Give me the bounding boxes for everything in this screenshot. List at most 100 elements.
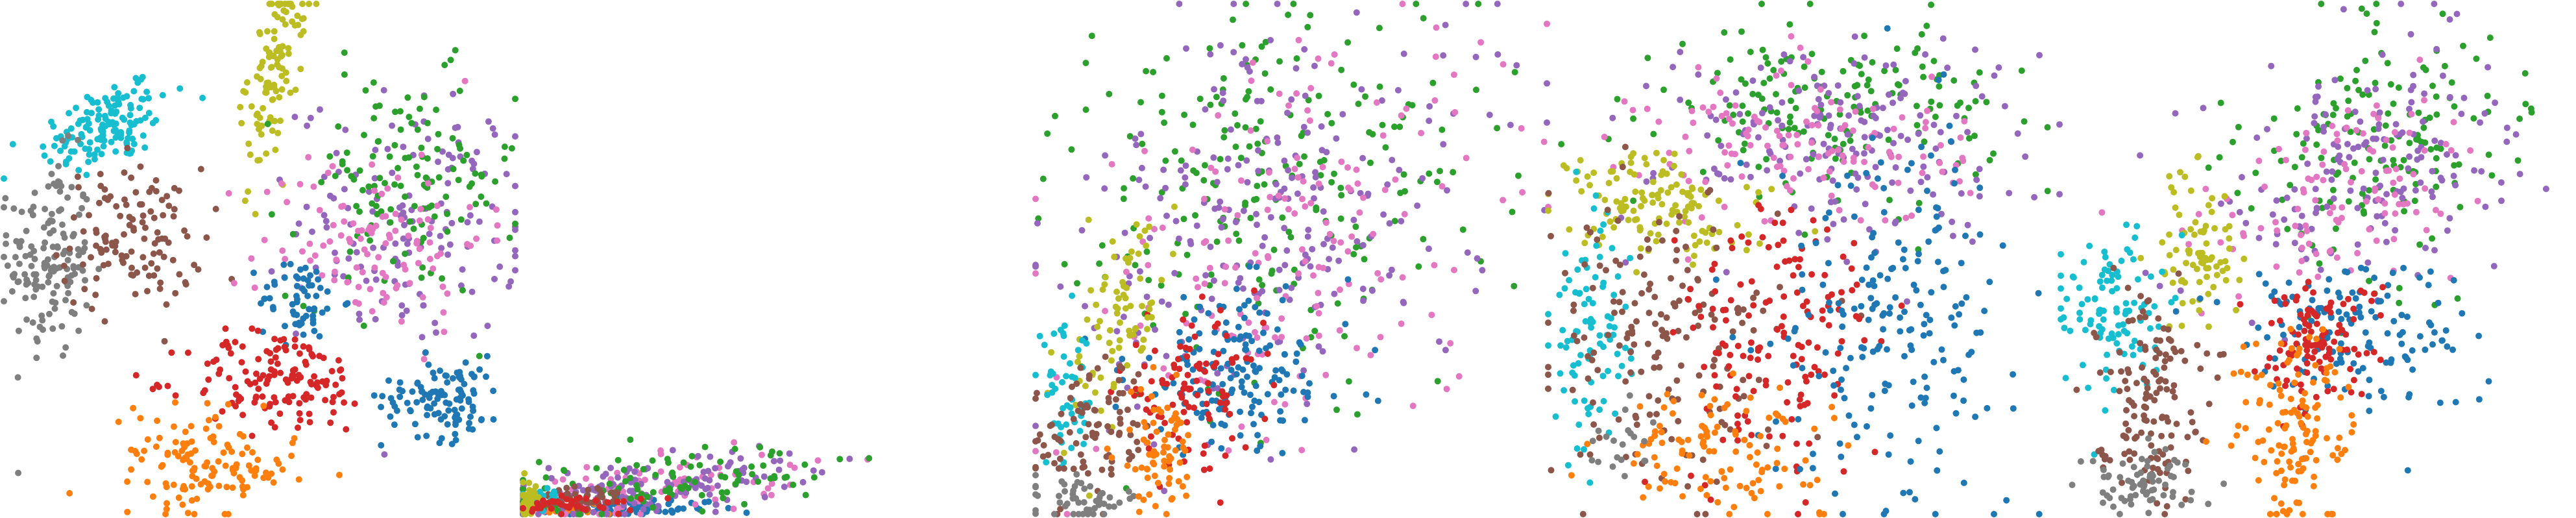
scatter-point (2185, 241, 2193, 248)
scatter-point (2036, 52, 2043, 58)
scatter-point (154, 229, 161, 236)
scatter-point (1811, 425, 1818, 432)
scatter-point (1781, 465, 1788, 473)
scatter-point (1977, 329, 1984, 336)
scatter-point (1150, 441, 1158, 448)
scatter-point (1621, 98, 1628, 105)
scatter-point (1222, 400, 1229, 407)
scatter-point (420, 302, 427, 309)
scatter-point (2035, 511, 2043, 517)
scatter-point (112, 134, 119, 141)
scatter-point (791, 464, 798, 471)
scatter-point (1946, 122, 1953, 129)
scatter-point (1261, 234, 1269, 241)
scatter-point (1631, 300, 1638, 307)
scatter-point (1139, 140, 1146, 147)
scatter-point (2329, 186, 2337, 193)
scatter-point (1217, 306, 1224, 314)
scatter-point (132, 291, 139, 298)
scatter-point (387, 234, 393, 241)
scatter-point (1776, 483, 1783, 490)
scatter-point (2320, 123, 2327, 130)
scatter-point (1829, 177, 1836, 184)
scatter-point (1986, 278, 1993, 286)
scatter-point (1690, 232, 1697, 240)
scatter-point (2516, 171, 2523, 178)
scatter-point (1808, 139, 1815, 146)
scatter-point (1219, 393, 1226, 400)
scatter-point (2006, 190, 2013, 197)
scatter-point (2264, 126, 2270, 132)
scatter-point (1650, 130, 1657, 138)
scatter-point (47, 217, 54, 225)
scatter-point (1420, 15, 1427, 22)
scatter-point (2276, 145, 2282, 153)
scatter-point (1616, 299, 1623, 306)
scatter-point (1433, 179, 1440, 186)
scatter-point (1707, 478, 1714, 485)
scatter-point (33, 335, 40, 342)
scatter-point (2528, 109, 2535, 116)
scatter-point (59, 137, 66, 144)
scatter-point (1281, 225, 1288, 232)
scatter-point (583, 495, 590, 502)
scatter-point (372, 203, 380, 210)
scatter-point (456, 88, 463, 94)
scatter-point (16, 243, 23, 251)
scatter-point (9, 272, 16, 279)
scatter-point (270, 479, 277, 486)
scatter-point (760, 473, 768, 480)
scatter-point (1253, 195, 1260, 203)
scatter-point (371, 187, 378, 194)
scatter-point (1840, 253, 1847, 260)
scatter-point (1800, 128, 1807, 135)
scatter-point (1785, 132, 1792, 139)
scatter-point (1886, 149, 1893, 156)
scatter-point (1267, 214, 1274, 221)
scatter-point (2448, 147, 2455, 154)
scatter-point (712, 496, 719, 503)
scatter-point (49, 298, 56, 305)
scatter-point (1220, 97, 1227, 105)
scatter-point (75, 136, 81, 143)
scatter-point (320, 242, 327, 249)
scatter-point (150, 250, 157, 257)
scatter-point (313, 268, 320, 275)
scatter-point (60, 262, 67, 269)
scatter-point (2319, 161, 2326, 168)
scatter-point (123, 201, 130, 208)
scatter-point (137, 163, 144, 170)
scatter-point (2461, 94, 2468, 101)
scatter-point (398, 312, 406, 319)
scatter-point (1245, 88, 1252, 95)
scatter-point (440, 309, 447, 316)
scatter-point (292, 86, 299, 93)
scatter-point (1973, 177, 1980, 183)
scatter-point (1166, 475, 1173, 482)
scatter-point (1857, 217, 1864, 224)
scatter-point (1366, 129, 1373, 136)
scatter-point (175, 452, 182, 460)
scatter-point (1076, 352, 1083, 360)
scatter-point (1238, 384, 1245, 391)
scatter-point (470, 407, 477, 414)
scatter-point (1228, 367, 1235, 373)
scatter-point (228, 448, 236, 455)
scatter-point (1116, 429, 1123, 436)
scatter-point (1379, 121, 1386, 129)
scatter-point (1208, 438, 1215, 445)
scatter-point (149, 386, 156, 393)
scatter-point (620, 466, 627, 473)
scatter-point (1331, 170, 1337, 177)
scatter-point (1865, 316, 1872, 323)
scatter-point (1040, 442, 1047, 449)
scatter-point (1716, 228, 1723, 236)
scatter-point (300, 331, 307, 338)
scatter-point (68, 308, 75, 315)
scatter-point (192, 447, 199, 454)
scatter-point (1179, 483, 1186, 490)
scatter-point (593, 465, 600, 472)
scatter-point (1653, 149, 1660, 156)
scatter-point (371, 175, 378, 182)
scatter-point (1428, 312, 1435, 319)
